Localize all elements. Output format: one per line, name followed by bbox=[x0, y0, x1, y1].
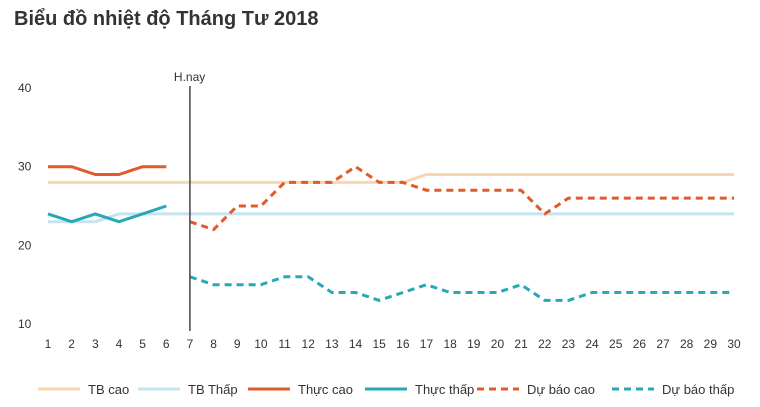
x-tick-label: 16 bbox=[396, 337, 410, 351]
legend-label: TB cao bbox=[88, 382, 129, 397]
x-tick-label: 2 bbox=[68, 337, 75, 351]
x-tick-label: 4 bbox=[116, 337, 123, 351]
y-tick-label: 40 bbox=[18, 81, 32, 95]
x-tick-label: 8 bbox=[210, 337, 217, 351]
x-tick-label: 22 bbox=[538, 337, 552, 351]
y-axis: 40 30 20 10 bbox=[18, 81, 32, 331]
legend: TB cao TB Thấp Thực cao Thực thấp Dự báo cao… bbox=[38, 382, 734, 397]
x-tick-label: 13 bbox=[325, 337, 339, 351]
x-tick-label: 14 bbox=[349, 337, 363, 351]
today-marker: H.nay bbox=[174, 70, 205, 331]
y-tick-label: 20 bbox=[18, 238, 32, 252]
x-axis: 1 2 3 4 5 6 7 8 9 10 11 12 13 14 15 16 17 18 19 20 21 22 23 24 2… bbox=[45, 337, 741, 351]
y-tick-label: 30 bbox=[18, 160, 32, 174]
x-tick-label: 18 bbox=[443, 337, 457, 351]
legend-label: Dự báo thấp bbox=[662, 382, 734, 397]
x-tick-label: 6 bbox=[163, 337, 170, 351]
x-tick-label: 20 bbox=[491, 337, 505, 351]
x-tick-label: 1 bbox=[45, 337, 52, 351]
x-tick-label: 17 bbox=[420, 337, 434, 351]
legend-label: Dự báo cao bbox=[527, 382, 595, 397]
x-tick-label: 12 bbox=[302, 337, 316, 351]
x-tick-label: 29 bbox=[704, 337, 718, 351]
x-tick-label: 5 bbox=[139, 337, 146, 351]
x-tick-label: 11 bbox=[278, 337, 291, 351]
marker-label: H.nay bbox=[174, 70, 205, 84]
x-tick-label: 7 bbox=[187, 337, 194, 351]
x-tick-label: 30 bbox=[727, 337, 741, 351]
series-line-2 bbox=[48, 212, 734, 224]
series-layer bbox=[47, 165, 734, 302]
x-tick-label: 28 bbox=[680, 337, 694, 351]
series-line-4 bbox=[47, 204, 167, 224]
series-line-6 bbox=[189, 275, 734, 302]
x-tick-label: 3 bbox=[92, 337, 99, 351]
x-tick-label: 10 bbox=[254, 337, 268, 351]
legend-label: Thực cao bbox=[298, 382, 353, 397]
x-tick-label: 26 bbox=[633, 337, 647, 351]
y-tick-label: 10 bbox=[18, 317, 32, 331]
x-tick-label: 25 bbox=[609, 337, 623, 351]
series-line-3 bbox=[48, 165, 167, 176]
x-tick-label: 23 bbox=[562, 337, 576, 351]
x-tick-label: 24 bbox=[585, 337, 599, 351]
x-tick-label: 15 bbox=[372, 337, 386, 351]
x-tick-label: 21 bbox=[514, 337, 528, 351]
legend-label: TB Thấp bbox=[188, 382, 238, 397]
x-tick-label: 27 bbox=[656, 337, 670, 351]
chart-title: Biểu đồ nhiệt độ Tháng Tư 2018 bbox=[14, 8, 319, 30]
series-line-5 bbox=[189, 165, 734, 232]
x-tick-label: 19 bbox=[467, 337, 481, 351]
legend-label: Thực thấp bbox=[415, 382, 474, 397]
x-tick-label: 9 bbox=[234, 337, 241, 351]
